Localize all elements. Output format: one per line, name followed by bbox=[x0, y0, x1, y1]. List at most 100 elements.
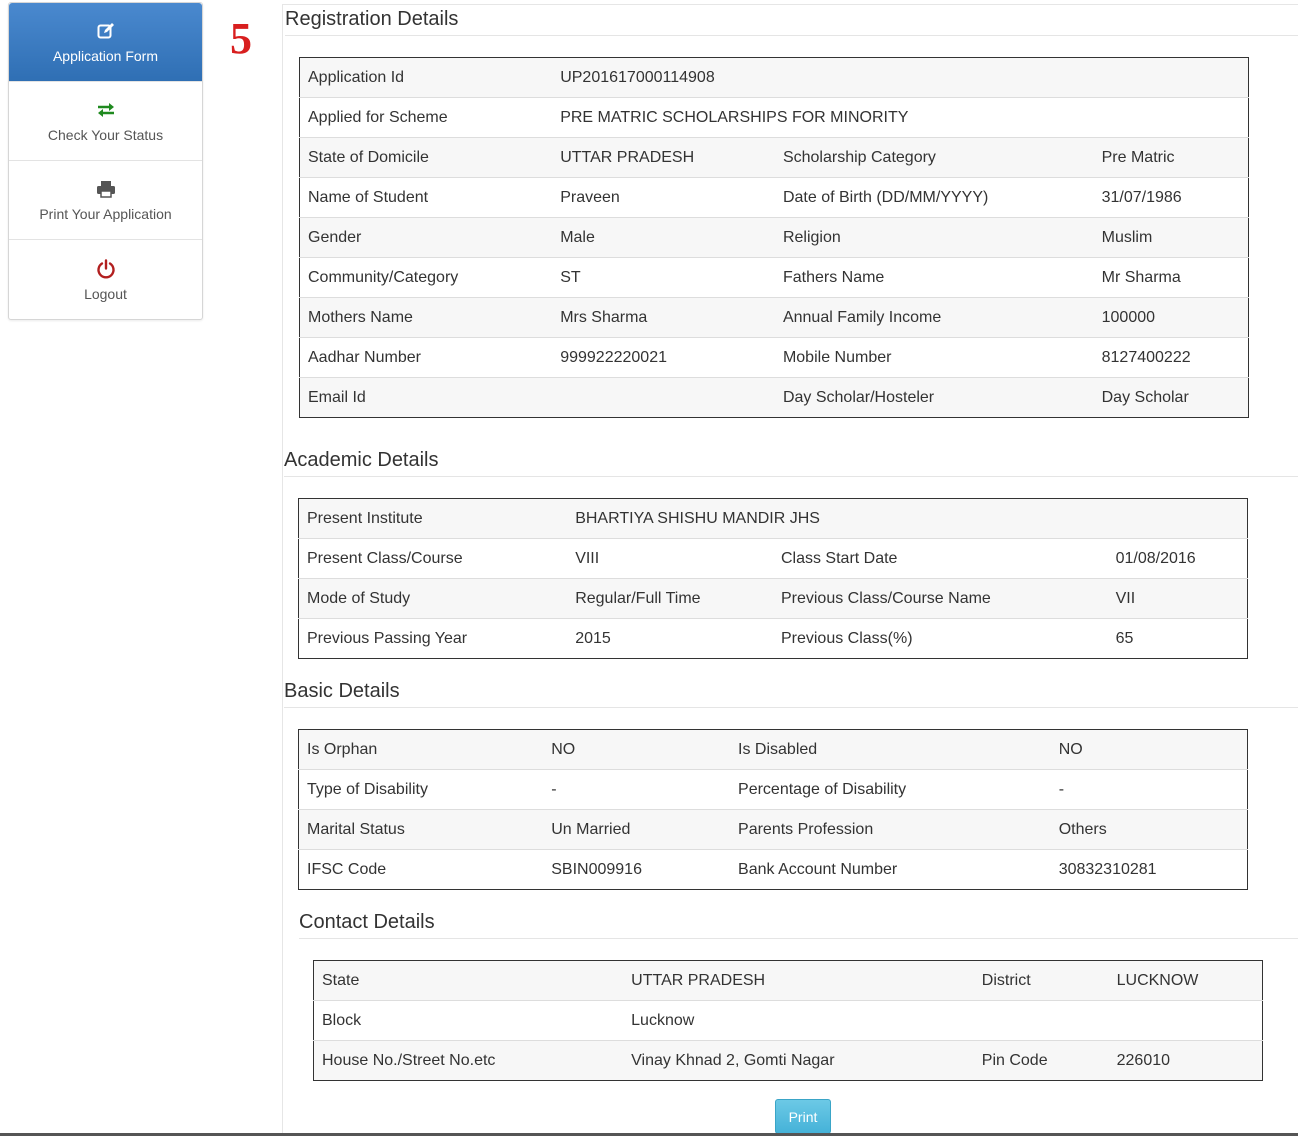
nav-label: Application Form bbox=[52, 48, 159, 64]
field-value: Male bbox=[552, 217, 775, 258]
field-label: IFSC Code bbox=[298, 849, 544, 890]
field-value: UP201617000114908 bbox=[552, 57, 1249, 98]
field-label: Aadhar Number bbox=[299, 337, 553, 378]
field-label: Bank Account Number bbox=[730, 849, 1051, 890]
field-value: 226010 bbox=[1108, 1040, 1263, 1081]
table-row: Mode of Study Regular/Full Time Previous C… bbox=[298, 578, 1248, 619]
sidebar-nav: Application Form Check Your Status Print… bbox=[8, 2, 203, 320]
step-number: 5 bbox=[230, 14, 252, 63]
field-label: Parents Profession bbox=[730, 809, 1051, 850]
field-value: - bbox=[1050, 769, 1248, 810]
basic-title: Basic Details bbox=[284, 680, 400, 702]
table-row: Name of Student Praveen Date of Birth (DD/… bbox=[299, 177, 1249, 218]
table-row: Previous Passing Year 2015 Previous Class(… bbox=[298, 618, 1248, 659]
field-value: Pre Matric bbox=[1093, 137, 1249, 178]
field-label: Date of Birth (DD/MM/YYYY) bbox=[774, 177, 1094, 218]
field-label: Email Id bbox=[299, 377, 553, 418]
table-row: Type of Disability - Percentage of Disabil… bbox=[298, 769, 1248, 810]
printer-icon bbox=[95, 178, 117, 200]
field-value: VIII bbox=[567, 538, 773, 579]
basic-table: Is Orphan NO Is Disabled NO Type of Disabili… bbox=[298, 729, 1248, 890]
nav-print-application[interactable]: Print Your Application bbox=[9, 161, 202, 240]
field-label: District bbox=[973, 960, 1109, 1001]
field-label: Annual Family Income bbox=[774, 297, 1094, 338]
field-label: Marital Status bbox=[298, 809, 544, 850]
field-value: BHARTIYA SHISHU MANDIR JHS bbox=[567, 498, 1248, 539]
academic-title: Academic Details bbox=[284, 449, 439, 471]
field-label: Is Orphan bbox=[298, 729, 544, 770]
nav-label: Print Your Application bbox=[39, 206, 172, 222]
field-label: Mobile Number bbox=[774, 337, 1094, 378]
field-value: 31/07/1986 bbox=[1093, 177, 1249, 218]
contact-table: State UTTAR PRADESH District LUCKNOW Block Lu… bbox=[313, 960, 1263, 1081]
edit-icon bbox=[95, 20, 117, 42]
bottom-border bbox=[0, 1133, 1298, 1136]
power-icon bbox=[95, 258, 117, 280]
field-label: Class Start Date bbox=[772, 538, 1108, 579]
field-label: Previous Passing Year bbox=[298, 618, 568, 659]
table-row: Email Id Day Scholar/Hosteler Day Scholar bbox=[299, 377, 1249, 418]
field-value: 8127400222 bbox=[1093, 337, 1249, 378]
table-row: State of Domicile UTTAR PRADESH Scholarshi… bbox=[299, 137, 1249, 178]
academic-table: Present Institute BHARTIYA SHISHU MANDIR … bbox=[298, 498, 1248, 659]
table-row: House No./Street No.etc Vinay Khnad 2, Go… bbox=[313, 1040, 1263, 1081]
nav-application-form[interactable]: Application Form bbox=[9, 3, 202, 82]
field-label: Is Disabled bbox=[730, 729, 1051, 770]
transfer-icon bbox=[95, 99, 117, 121]
table-row: Present Institute BHARTIYA SHISHU MANDIR … bbox=[298, 498, 1248, 539]
field-label: State bbox=[313, 960, 624, 1001]
field-value bbox=[552, 377, 775, 418]
field-value: ST bbox=[552, 257, 775, 298]
table-row: State UTTAR PRADESH District LUCKNOW bbox=[313, 960, 1263, 1001]
field-value: - bbox=[543, 769, 731, 810]
field-label: Gender bbox=[299, 217, 553, 258]
field-value: 100000 bbox=[1093, 297, 1249, 338]
table-row: Application Id UP201617000114908 bbox=[299, 57, 1249, 98]
field-value: Mr Sharma bbox=[1093, 257, 1249, 298]
field-value: 01/08/2016 bbox=[1107, 538, 1248, 579]
field-value: 30832310281 bbox=[1050, 849, 1248, 890]
print-button[interactable]: Print bbox=[775, 1099, 831, 1134]
field-value: Vinay Khnad 2, Gomti Nagar bbox=[623, 1040, 974, 1081]
table-row: Aadhar Number 999922220021 Mobile Number 81… bbox=[299, 337, 1249, 378]
field-label: Block bbox=[313, 1000, 624, 1041]
field-value: SBIN009916 bbox=[543, 849, 731, 890]
field-value: 2015 bbox=[567, 618, 773, 659]
field-value: UTTAR PRADESH bbox=[552, 137, 775, 178]
field-label: Present Class/Course bbox=[298, 538, 568, 579]
nav-check-status[interactable]: Check Your Status bbox=[9, 82, 202, 161]
table-row: Community/Category ST Fathers Name Mr Sharm… bbox=[299, 257, 1249, 298]
field-label: Present Institute bbox=[298, 498, 568, 539]
field-label: Applied for Scheme bbox=[299, 97, 553, 138]
field-label: Previous Class(%) bbox=[772, 618, 1108, 659]
section-divider bbox=[299, 938, 1298, 939]
field-label: Scholarship Category bbox=[774, 137, 1094, 178]
nav-label: Check Your Status bbox=[47, 127, 164, 143]
field-label: State of Domicile bbox=[299, 137, 553, 178]
field-value: UTTAR PRADESH bbox=[623, 960, 974, 1001]
field-label: Name of Student bbox=[299, 177, 553, 218]
registration-table: Application Id UP201617000114908 Applied f… bbox=[299, 57, 1249, 418]
field-value: NO bbox=[1050, 729, 1248, 770]
field-label: Previous Class/Course Name bbox=[772, 578, 1108, 619]
field-value: Regular/Full Time bbox=[567, 578, 773, 619]
field-value: 999922220021 bbox=[552, 337, 775, 378]
table-row: Applied for Scheme PRE MATRIC SCHOLARSHIP… bbox=[299, 97, 1249, 138]
contact-title: Contact Details bbox=[299, 911, 435, 933]
section-divider bbox=[285, 35, 1298, 36]
field-label: Day Scholar/Hosteler bbox=[774, 377, 1094, 418]
field-label: Type of Disability bbox=[298, 769, 544, 810]
nav-label: Logout bbox=[84, 285, 127, 302]
table-row: Marital Status Un Married Parents Professi… bbox=[298, 809, 1248, 850]
field-value: Praveen bbox=[552, 177, 775, 218]
field-value: NO bbox=[543, 729, 731, 770]
table-row: Mothers Name Mrs Sharma Annual Family Inco… bbox=[299, 297, 1249, 338]
nav-logout[interactable]: Logout bbox=[9, 240, 202, 319]
field-value: Lucknow bbox=[623, 1000, 1263, 1041]
field-label: House No./Street No.etc bbox=[313, 1040, 624, 1081]
field-value: Muslim bbox=[1093, 217, 1249, 258]
field-value: PRE MATRIC SCHOLARSHIPS FOR MINORITY bbox=[552, 97, 1249, 138]
field-label: Application Id bbox=[299, 57, 553, 98]
section-divider bbox=[284, 707, 1298, 708]
field-label: Mothers Name bbox=[299, 297, 553, 338]
